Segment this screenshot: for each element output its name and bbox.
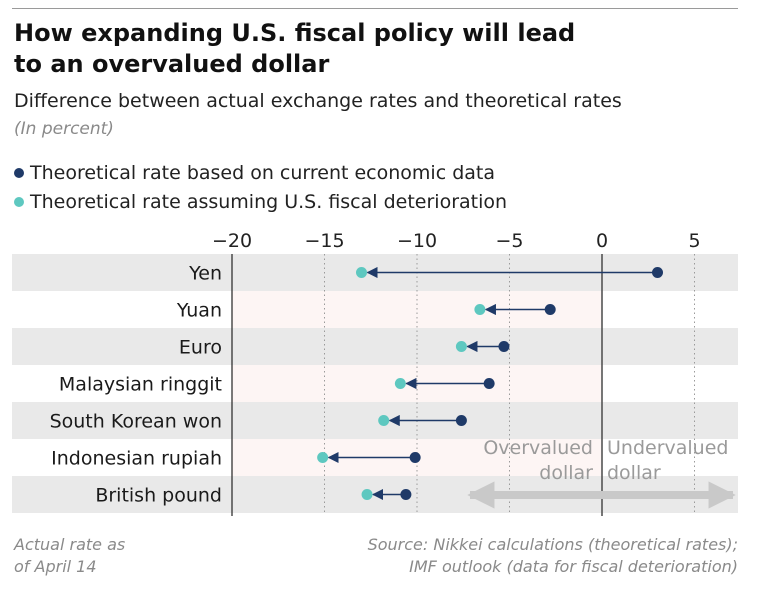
- chart-title: How expanding U.S. fiscal policy will le…: [14, 18, 714, 80]
- top-rule: [12, 8, 738, 9]
- row-band-4: [12, 402, 738, 439]
- unit-label: (In percent): [14, 119, 114, 139]
- category-label-1: Yuan: [176, 300, 222, 322]
- title-line-2: to an overvalued dollar: [14, 50, 330, 78]
- point-current-2: [498, 341, 510, 352]
- footnote-right-line2: IMF outlook (data for fiscal deteriorati…: [409, 557, 738, 576]
- category-label-6: British pound: [95, 485, 222, 507]
- point-current-5: [409, 452, 421, 463]
- legend-label-current: Theoretical rate based on current econom…: [30, 161, 495, 184]
- category-label-2: Euro: [179, 337, 222, 359]
- category-label-5: Indonesian rupiah: [51, 448, 222, 470]
- row-bands: [12, 254, 738, 513]
- point-current-4: [455, 415, 467, 426]
- legend-label-fiscal: Theoretical rate assuming U.S. fiscal de…: [30, 190, 508, 213]
- point-fiscal-3: [394, 378, 406, 389]
- x-tick-label-4: 0: [596, 230, 608, 252]
- legend-item-fiscal: Theoretical rate assuming U.S. fiscal de…: [14, 187, 507, 216]
- legend-dot-fiscal: [14, 196, 24, 207]
- valuation-annotation: Overvalued dollar Undervalued dollar: [467, 437, 736, 509]
- point-current-1: [544, 304, 556, 315]
- point-current-6: [400, 489, 412, 500]
- x-tick-label-1: −15: [304, 230, 344, 252]
- category-label-0: Yen: [188, 263, 222, 285]
- undervalued-label-line2: dollar: [607, 462, 661, 484]
- point-current-0: [652, 267, 663, 278]
- chart-subtitle: Difference between actual exchange rates…: [14, 90, 622, 112]
- x-tick-labels: −20 −15 −10 −5 0 5: [212, 230, 701, 252]
- dot-arrow-chart: −20 −15 −10 −5 0 5 Yen Yuan Euro Malaysian ringg…: [12, 230, 738, 516]
- point-fiscal-5: [317, 452, 329, 463]
- point-fiscal-4: [378, 415, 390, 426]
- row-band-2: [12, 328, 738, 365]
- legend-item-current: Theoretical rate based on current econom…: [14, 158, 507, 187]
- legend-dot-current: [14, 167, 24, 178]
- undervalued-label-line1: Undervalued: [607, 437, 728, 459]
- title-line-1: How expanding U.S. fiscal policy will le…: [14, 19, 576, 47]
- x-tick-label-0: −20: [212, 230, 252, 252]
- footnote-source: Source: Nikkei calculations (theoretical…: [368, 534, 738, 578]
- point-fiscal-1: [474, 304, 486, 315]
- category-label-3: Malaysian ringgit: [59, 374, 222, 396]
- x-tick-label-3: −5: [495, 230, 523, 252]
- data-marks: [317, 266, 663, 501]
- x-tick-label-2: −10: [397, 230, 437, 252]
- legend: Theoretical rate based on current econom…: [14, 158, 507, 216]
- footnote-right-line1: Source: Nikkei calculations (theoretical…: [367, 535, 738, 554]
- zero-line-group: [231, 254, 603, 516]
- point-fiscal-6: [361, 489, 373, 500]
- point-fiscal-0: [356, 267, 367, 278]
- footnote-actual-rate: Actual rate as of April 14: [14, 534, 125, 578]
- point-current-3: [483, 378, 495, 389]
- footnote-left-line1: Actual rate as: [14, 535, 126, 554]
- overvalued-label-line2: dollar: [539, 462, 593, 484]
- x-tick-label-5: 5: [688, 230, 700, 252]
- category-label-4: South Korean won: [50, 411, 222, 433]
- point-fiscal-2: [455, 341, 467, 352]
- footnote-left-line2: of April 14: [14, 557, 97, 576]
- overvalued-label-line1: Overvalued: [483, 437, 593, 459]
- category-labels: Yen Yuan Euro Malaysian ringgit South Korean…: [50, 263, 222, 507]
